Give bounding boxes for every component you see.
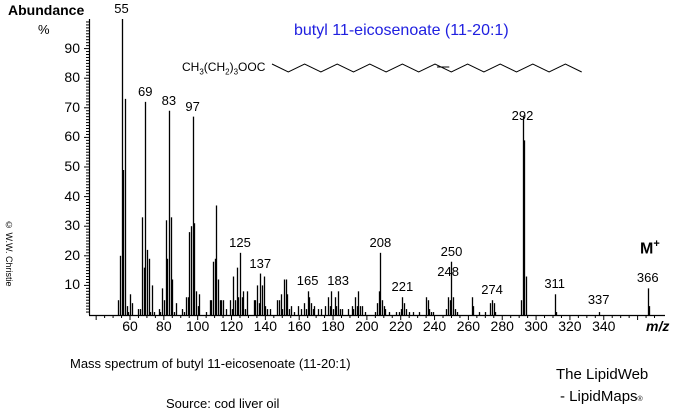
molecular-ion-label: M+ — [640, 238, 660, 258]
axes — [84, 19, 665, 320]
x-tick-label: 100 — [185, 318, 210, 334]
formula-sub: 2 — [225, 67, 230, 77]
fatty-chain-structure — [271, 63, 582, 73]
y-tick-label: 90 — [64, 39, 80, 56]
x-tick-label: 160 — [287, 318, 311, 334]
structure-formula: CH3(CH2)3OOC — [182, 60, 265, 76]
y-tick-label: 40 — [64, 187, 80, 204]
peak-label: 208 — [369, 234, 392, 250]
peak-label: 125 — [229, 234, 251, 250]
figure-caption: Mass spectrum of butyl 11-eicosenoate (1… — [70, 356, 351, 371]
x-tick-label: 240 — [422, 318, 447, 334]
x-tick-label: 340 — [592, 318, 616, 334]
source-text: Source: cod liver oil — [166, 396, 280, 411]
x-tick-label: 180 — [321, 318, 345, 334]
x-tick-label: 220 — [389, 318, 413, 334]
y-tick-label: 30 — [64, 217, 80, 234]
formula-part: CH — [182, 60, 200, 74]
x-tick-label: 280 — [490, 318, 514, 334]
peak-label: 311 — [544, 276, 566, 292]
peak-label: 137 — [249, 255, 272, 271]
x-tick-label: 300 — [524, 318, 548, 334]
peak-label: 97 — [185, 98, 200, 114]
x-tick-label: 260 — [456, 318, 481, 334]
formula-part: ) — [229, 60, 234, 74]
y-tick-label: 70 — [64, 98, 80, 115]
y-tick-label: 20 — [64, 246, 80, 263]
y-tick-label: 80 — [64, 69, 80, 86]
brand-text: - LipidMaps — [560, 388, 638, 405]
formula-part: (CH — [203, 60, 226, 74]
y-tick-label: 10 — [64, 276, 80, 293]
peak-label: 165 — [296, 273, 319, 289]
registered-mark: ® — [637, 396, 643, 403]
y-tick-label: 60 — [64, 128, 80, 145]
peak-label: 83 — [161, 92, 177, 108]
peak-label: 337 — [587, 292, 610, 307]
x-tick-label: 120 — [219, 318, 244, 334]
peak-label: 248 — [437, 264, 459, 279]
y-tick-label: 50 — [64, 158, 80, 174]
x-tick-label: 200 — [355, 318, 379, 334]
formula-sub: 3 — [233, 67, 239, 77]
brand-lipidweb: The LipidWeb — [556, 366, 649, 383]
y-axis-unit: % — [38, 22, 50, 37]
x-tick-label: 60 — [122, 318, 138, 334]
x-axis-label: m/z — [646, 318, 670, 334]
peak-label: 221 — [391, 279, 414, 295]
peak-label: 274 — [481, 282, 503, 298]
y-axis-label: Abundance — [8, 2, 85, 18]
peak-label: 292 — [511, 108, 534, 123]
peak-label: 69 — [137, 83, 153, 99]
spectrum-bars — [117, 19, 651, 315]
x-tick-label: 80 — [156, 318, 172, 334]
x-tick-label: 320 — [558, 318, 582, 334]
x-tick-label: 140 — [253, 318, 278, 334]
plus-sup: + — [653, 238, 660, 250]
peak-label: 250 — [440, 243, 463, 259]
peak-label: 55 — [114, 1, 129, 16]
copyright-text: © W.W. Christie — [4, 220, 14, 287]
peak-label: 366 — [636, 270, 659, 286]
brand-lipidmaps: - LipidMaps® — [560, 388, 643, 405]
m-text: M — [640, 240, 654, 258]
formula-sub: 3 — [199, 67, 204, 77]
peak-label: 183 — [327, 273, 349, 289]
formula-part: OOC — [238, 60, 266, 74]
chart-title: butyl 11-eicosenoate (11-20:1) — [294, 22, 509, 39]
